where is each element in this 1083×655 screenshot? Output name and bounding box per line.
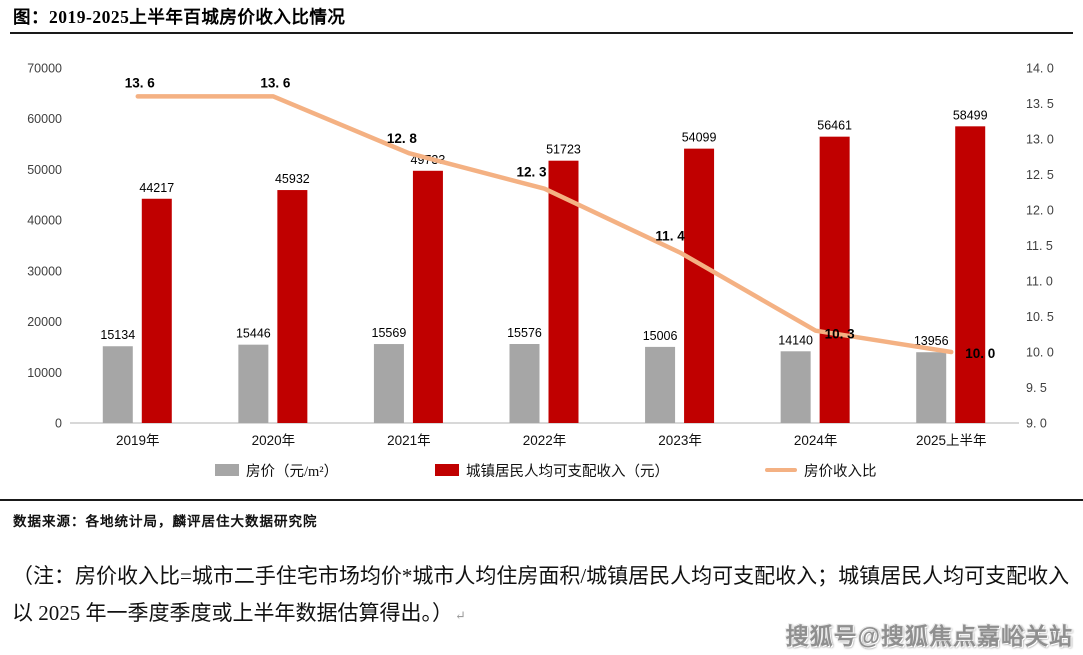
bar-label-income: 44217 [139,181,174,195]
x-axis-label: 2023年 [658,433,702,448]
bar-label-house-price: 14140 [778,333,813,347]
right-axis-tick: 11. 0 [1026,275,1053,289]
x-axis-label: 2021年 [387,433,431,448]
red-bar-swatch-icon [435,464,459,476]
bar-house-price [373,344,404,423]
bar-income [819,136,850,423]
bar-label-income: 56461 [817,119,852,133]
left-axis-tick: 60000 [27,112,62,126]
bar-income [141,198,172,423]
combo-chart: 0 10000 20000 30000 40000 50000 60000 70000 9. 0… [27,62,1054,449]
right-axis-tick: 14. 0 [1026,62,1054,76]
paragraph-mark-icon: ↵ [455,607,466,623]
bar-house-price [645,346,676,423]
bar-label-income: 58499 [953,108,988,122]
right-axis-tick: 13. 5 [1026,97,1054,111]
bar-income [277,190,308,423]
legend-label: 房价（元/m²） [246,463,339,480]
x-axis-label: 2022年 [523,433,567,448]
x-axis-label: 2025上半年 [916,433,987,448]
bar-label-income: 45932 [275,172,310,186]
bar-label-house-price: 15576 [507,326,542,340]
right-axis-tick: 9. 0 [1026,417,1047,431]
data-source: 数据来源：各地统计局，麟评居住大数据研究院 [13,514,318,529]
page-title: 图：2019-2025上半年百城房价收入比情况 [13,7,346,27]
bar-income [412,170,443,423]
ratio-point-label: 10. 0 [965,346,995,361]
bar-label-house-price: 15134 [100,328,135,342]
bar-house-price [509,344,540,423]
right-axis-tick: 10. 0 [1026,346,1054,360]
ratio-point-label: 13. 6 [125,75,156,90]
bar-house-price [238,344,269,423]
legend-label: 房价收入比 [804,463,877,480]
bar-label-income: 54099 [682,131,717,145]
left-axis-tick: 40000 [27,214,62,228]
bar-label-house-price: 13956 [914,334,949,348]
ratio-line [135,94,954,355]
bar-house-price [102,346,133,423]
left-axis-tick: 30000 [27,264,62,278]
x-axis-label: 2020年 [252,433,296,448]
legend-item-house-price: 房价（元/m²） [215,459,338,481]
footnote: （注：房价收入比=城市二手住宅市场均价*城市人均住房面积/城镇居民人均可支配收入… [12,558,1072,632]
orange-line-swatch-icon [765,467,797,473]
legend-label: 城镇居民人均可支配收入（元） [466,463,669,480]
legend-item-income: 城镇居民人均可支配收入（元） [435,459,669,481]
left-axis-tick: 20000 [27,315,62,329]
ratio-point-label: 12. 3 [516,165,547,180]
left-axis-tick: 0 [55,417,62,431]
right-axis-tick: 9. 5 [1026,381,1047,395]
left-axis-tick: 50000 [27,163,62,177]
footnote-text: （注：房价收入比=城市二手住宅市场均价*城市人均住房面积/城镇居民人均可支配收入… [12,564,1070,625]
right-axis-tick: 10. 5 [1026,310,1054,324]
watermark: 搜狐号@搜狐焦点嘉峪关站 [785,623,1073,649]
x-axis-label: 2024年 [794,433,838,448]
bar-house-price [780,351,811,423]
title-divider [10,32,1073,34]
ratio-point-label: 10. 3 [825,327,856,342]
section-divider [0,499,1083,501]
legend-item-ratio: 房价收入比 [765,459,877,481]
bar-label-house-price: 15569 [372,326,407,340]
bar-label-house-price: 15006 [643,329,678,343]
bar-income [955,126,986,423]
right-axis-tick: 13. 0 [1026,133,1054,147]
bar-label-income: 51723 [546,143,581,157]
gray-bar-swatch-icon [215,464,239,476]
right-axis-tick: 12. 0 [1026,204,1054,218]
ratio-point-label: 11. 4 [655,229,685,244]
right-axis-tick: 12. 5 [1026,168,1054,182]
bar-income [684,148,715,423]
bar-house-price [916,352,947,423]
ratio-point-label: 13. 6 [260,75,291,90]
left-axis-tick: 70000 [27,62,62,76]
right-axis-tick: 11. 5 [1026,239,1053,253]
x-axis-label: 2019年 [116,433,160,448]
chart-legend: 房价（元/m²） 城镇居民人均可支配收入（元） 房价收入比 [0,459,1083,483]
ratio-point-label: 12. 8 [387,131,418,146]
bar-label-house-price: 15446 [236,327,271,341]
left-axis-tick: 10000 [27,366,62,380]
